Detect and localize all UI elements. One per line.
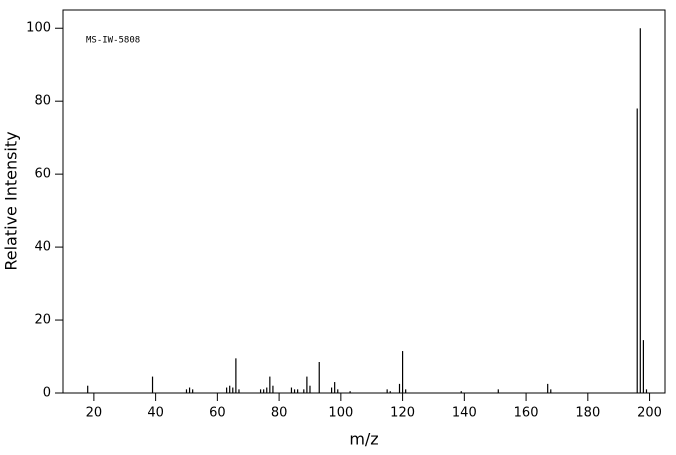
- x-tick-label: 20: [86, 406, 103, 421]
- x-tick-label: 40: [147, 406, 164, 421]
- y-tick-label: 40: [34, 240, 51, 255]
- x-tick-label: 160: [514, 406, 539, 421]
- y-tick-label: 100: [26, 21, 51, 36]
- x-tick-label: 80: [271, 406, 288, 421]
- y-tick-label: 60: [34, 167, 51, 182]
- y-tick-label: 80: [34, 94, 51, 109]
- y-axis-title: Relative Intensity: [2, 131, 21, 270]
- x-tick-label: 200: [637, 406, 662, 421]
- x-tick-label: 180: [575, 406, 600, 421]
- y-tick-label: 20: [34, 313, 51, 328]
- plot-frame: [62, 9, 666, 394]
- x-axis-title: m/z: [349, 430, 378, 449]
- x-tick-label: 140: [452, 406, 477, 421]
- x-tick-label: 120: [390, 406, 415, 421]
- y-tick-label: 0: [43, 386, 51, 401]
- x-tick-label: 60: [209, 406, 226, 421]
- x-tick-label: 100: [328, 406, 353, 421]
- annotation: MS-IW-5808: [86, 36, 140, 46]
